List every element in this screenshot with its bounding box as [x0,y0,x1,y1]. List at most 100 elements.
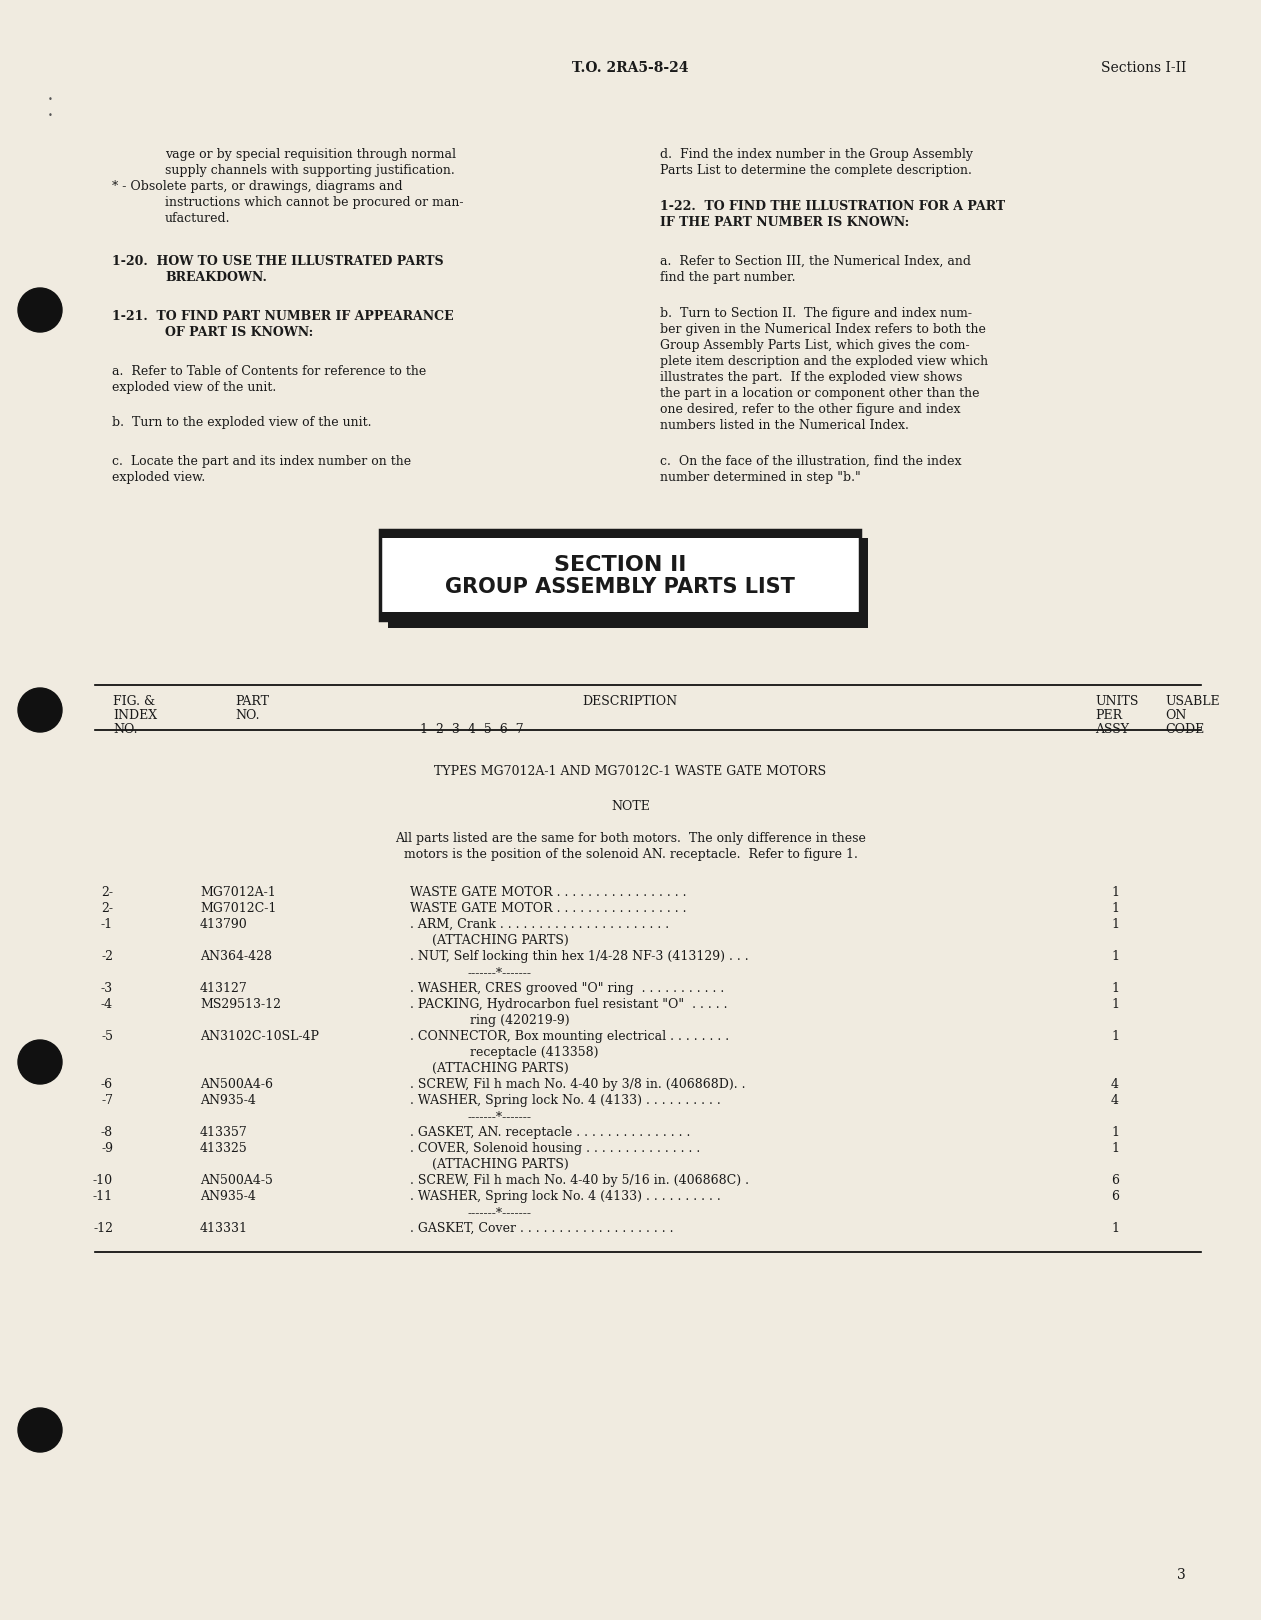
Circle shape [18,288,62,332]
Text: b.  Turn to the exploded view of the unit.: b. Turn to the exploded view of the unit… [112,416,372,429]
Text: . ARM, Crank . . . . . . . . . . . . . . . . . . . . . .: . ARM, Crank . . . . . . . . . . . . . .… [410,919,670,932]
Text: GROUP ASSEMBLY PARTS LIST: GROUP ASSEMBLY PARTS LIST [445,577,794,598]
Text: one desired, refer to the other figure and index: one desired, refer to the other figure a… [660,403,961,416]
Text: ON: ON [1165,710,1187,723]
Text: Parts List to determine the complete description.: Parts List to determine the complete des… [660,164,972,177]
Text: b.  Turn to Section II.  The figure and index num-: b. Turn to Section II. The figure and in… [660,308,972,321]
Text: 1-21.  TO FIND PART NUMBER IF APPEARANCE: 1-21. TO FIND PART NUMBER IF APPEARANCE [112,309,454,322]
Text: MG7012C-1: MG7012C-1 [200,902,276,915]
Text: 1: 1 [1111,1030,1119,1043]
Text: USABLE: USABLE [1165,695,1219,708]
Text: AN500A4-6: AN500A4-6 [200,1077,272,1090]
Text: 6: 6 [1111,1191,1119,1204]
Text: 2-: 2- [101,902,113,915]
Text: exploded view of the unit.: exploded view of the unit. [112,381,276,394]
Text: Sections I-II: Sections I-II [1101,62,1187,75]
Text: (ATTACHING PARTS): (ATTACHING PARTS) [431,1158,569,1171]
Text: instructions which cannot be procured or man-: instructions which cannot be procured or… [165,196,464,209]
Bar [380,530,860,538]
Bar [380,530,860,620]
Text: NOTE: NOTE [612,800,649,813]
Text: . WASHER, Spring lock No. 4 (4133) . . . . . . . . . .: . WASHER, Spring lock No. 4 (4133) . . .… [410,1191,721,1204]
Text: MG7012A-1: MG7012A-1 [200,886,276,899]
Text: DESCRIPTION: DESCRIPTION [583,695,677,708]
Text: 1: 1 [1111,998,1119,1011]
Text: . NUT, Self locking thin hex 1/4-28 NF-3 (413129) . . .: . NUT, Self locking thin hex 1/4-28 NF-3… [410,949,749,962]
Text: AN935-4: AN935-4 [200,1191,256,1204]
Text: ASSY: ASSY [1095,723,1129,735]
Text: ber given in the Numerical Index refers to both the: ber given in the Numerical Index refers … [660,322,986,335]
Text: INDEX: INDEX [113,710,158,723]
Text: motors is the position of the solenoid AN. receptacle.  Refer to figure 1.: motors is the position of the solenoid A… [404,847,857,860]
Text: All parts listed are the same for both motors.  The only difference in these: All parts listed are the same for both m… [395,833,866,846]
Text: * - Obsolete parts, or drawings, diagrams and: * - Obsolete parts, or drawings, diagram… [112,180,402,193]
Circle shape [18,1408,62,1452]
Text: . COVER, Solenoid housing . . . . . . . . . . . . . . .: . COVER, Solenoid housing . . . . . . . … [410,1142,700,1155]
Text: -10: -10 [93,1174,113,1187]
Text: a.  Refer to Section III, the Numerical Index, and: a. Refer to Section III, the Numerical I… [660,254,971,267]
Text: 4: 4 [1111,1094,1119,1106]
Text: PART: PART [235,695,269,708]
Text: a.  Refer to Table of Contents for reference to the: a. Refer to Table of Contents for refere… [112,364,426,377]
Text: AN500A4-5: AN500A4-5 [200,1174,272,1187]
Text: -12: -12 [93,1221,113,1234]
Text: BREAKDOWN.: BREAKDOWN. [165,271,267,284]
Text: exploded view.: exploded view. [112,471,206,484]
Text: 1: 1 [1111,919,1119,932]
Text: c.  Locate the part and its index number on the: c. Locate the part and its index number … [112,455,411,468]
Text: 413331: 413331 [200,1221,248,1234]
Text: 413357: 413357 [200,1126,247,1139]
Text: find the part number.: find the part number. [660,271,796,284]
Text: . GASKET, AN. receptacle . . . . . . . . . . . . . . .: . GASKET, AN. receptacle . . . . . . . .… [410,1126,690,1139]
Text: 1  2  3  4  5  6  7: 1 2 3 4 5 6 7 [420,723,523,735]
Text: 3: 3 [1177,1568,1185,1583]
Text: -------*-------: -------*------- [468,1110,532,1123]
Text: d.  Find the index number in the Group Assembly: d. Find the index number in the Group As… [660,147,973,160]
Text: illustrates the part.  If the exploded view shows: illustrates the part. If the exploded vi… [660,371,962,384]
Text: -7: -7 [101,1094,113,1106]
Text: WASTE GATE MOTOR . . . . . . . . . . . . . . . . .: WASTE GATE MOTOR . . . . . . . . . . . .… [410,902,686,915]
Text: 4: 4 [1111,1077,1119,1090]
Text: 1-22.  TO FIND THE ILLUSTRATION FOR A PART: 1-22. TO FIND THE ILLUSTRATION FOR A PAR… [660,199,1005,212]
Text: -------*-------: -------*------- [468,966,532,978]
Text: ufactured.: ufactured. [165,212,231,225]
Text: -------*-------: -------*------- [468,1205,532,1218]
Text: -11: -11 [93,1191,113,1204]
Text: •: • [48,96,53,105]
Text: 1: 1 [1111,902,1119,915]
Text: (ATTACHING PARTS): (ATTACHING PARTS) [431,935,569,948]
Text: -4: -4 [101,998,113,1011]
Text: AN3102C-10SL-4P: AN3102C-10SL-4P [200,1030,319,1043]
Text: -8: -8 [101,1126,113,1139]
Text: 1: 1 [1111,886,1119,899]
Text: . WASHER, CRES grooved "O" ring  . . . . . . . . . . .: . WASHER, CRES grooved "O" ring . . . . … [410,982,724,995]
Text: SECTION II: SECTION II [554,556,686,575]
Text: ring (420219-9): ring (420219-9) [470,1014,570,1027]
Text: number determined in step "b.": number determined in step "b." [660,471,861,484]
Text: the part in a location or component other than the: the part in a location or component othe… [660,387,980,400]
Text: 1: 1 [1111,982,1119,995]
Text: supply channels with supporting justification.: supply channels with supporting justific… [165,164,455,177]
Text: 413790: 413790 [200,919,247,932]
Text: MS29513-12: MS29513-12 [200,998,281,1011]
Text: OF PART IS KNOWN:: OF PART IS KNOWN: [165,326,313,339]
Text: 1: 1 [1111,1142,1119,1155]
Text: WASTE GATE MOTOR . . . . . . . . . . . . . . . . .: WASTE GATE MOTOR . . . . . . . . . . . .… [410,886,686,899]
Text: TYPES MG7012A-1 AND MG7012C-1 WASTE GATE MOTORS: TYPES MG7012A-1 AND MG7012C-1 WASTE GATE… [435,765,826,778]
Text: 1: 1 [1111,949,1119,962]
Text: 6: 6 [1111,1174,1119,1187]
Text: -3: -3 [101,982,113,995]
Text: . CONNECTOR, Box mounting electrical . . . . . . . .: . CONNECTOR, Box mounting electrical . .… [410,1030,729,1043]
Text: receptacle (413358): receptacle (413358) [470,1047,599,1059]
Bar [388,538,868,629]
Text: . GASKET, Cover . . . . . . . . . . . . . . . . . . . .: . GASKET, Cover . . . . . . . . . . . . … [410,1221,673,1234]
Text: UNITS: UNITS [1095,695,1139,708]
Text: T.O. 2RA5-8-24: T.O. 2RA5-8-24 [572,62,689,75]
Text: -2: -2 [101,949,113,962]
Text: 1: 1 [1111,1221,1119,1234]
Text: -5: -5 [101,1030,113,1043]
Text: PER: PER [1095,710,1122,723]
Text: -6: -6 [101,1077,113,1090]
Text: NO.: NO. [113,723,137,735]
Text: . SCREW, Fil h mach No. 4-40 by 3/8 in. (406868D). .: . SCREW, Fil h mach No. 4-40 by 3/8 in. … [410,1077,745,1090]
